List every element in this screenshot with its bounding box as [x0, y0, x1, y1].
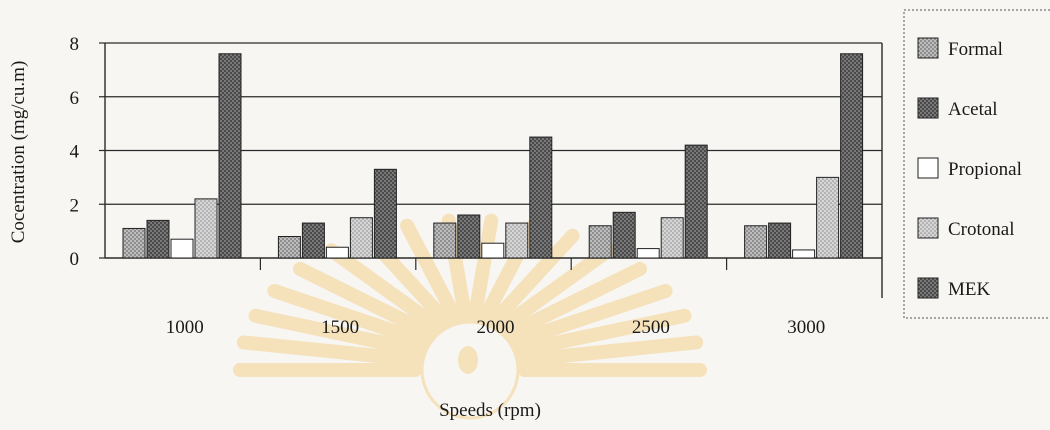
bar-mek-2500	[684, 144, 708, 259]
bar-propional-1500	[325, 246, 349, 259]
bar-formal-1500	[277, 236, 301, 259]
watermark-ray	[293, 261, 437, 340]
bar-propional-2500	[636, 248, 660, 259]
watermark-ray	[509, 284, 673, 349]
plot-area: 0 2 4 6 8 1000 1500 2000 2500 3000	[70, 34, 883, 338]
bar-acetal-2000	[457, 214, 481, 259]
x-tick-label: 1500	[321, 317, 359, 338]
y-tick-label: 0	[70, 249, 80, 270]
y-tick-label: 2	[70, 195, 80, 216]
x-tick-label: 2500	[632, 317, 670, 338]
bar-propional-1000	[170, 238, 194, 259]
bar-mek-2000	[529, 136, 553, 259]
bar-crotonal-1500	[349, 217, 373, 259]
watermark-circle	[420, 320, 520, 420]
legend-swatch-acetal	[917, 97, 939, 119]
y-tick-label: 4	[70, 142, 80, 163]
watermark-torch	[458, 346, 478, 374]
bar-acetal-1000	[146, 219, 170, 259]
y-tick-label: 8	[70, 34, 80, 55]
bar-mek-3000	[840, 53, 864, 259]
watermark-ray	[248, 308, 426, 358]
legend-label-formal: Formal	[948, 39, 1003, 60]
watermark-ray	[503, 261, 647, 340]
bar-crotonal-1000	[194, 198, 218, 259]
bar-acetal-3000	[768, 222, 792, 259]
x-tick-label: 2000	[477, 317, 515, 338]
bar-formal-1000	[122, 227, 146, 259]
bar-formal-2500	[588, 225, 612, 259]
watermark-ray	[514, 308, 692, 358]
legend-swatch-formal	[917, 37, 939, 59]
y-axis-label: Cocentration (mg/cu.m)	[8, 61, 29, 244]
watermark-ray	[400, 218, 462, 325]
x-tick-label: 3000	[787, 317, 825, 338]
watermark-rays	[233, 213, 707, 377]
watermark-emblem	[233, 213, 707, 420]
legend-label-acetal: Acetal	[948, 99, 998, 120]
bar-acetal-2500	[612, 211, 636, 259]
legend-swatch-crotonal	[917, 217, 939, 239]
bar-crotonal-3000	[816, 176, 840, 259]
watermark-ray	[267, 284, 431, 349]
watermark-ray	[496, 243, 616, 334]
x-tick-label: 1000	[166, 317, 204, 338]
legend-swatch-mek	[917, 277, 939, 299]
bar-crotonal-2500	[660, 217, 684, 259]
bar-acetal-1500	[301, 222, 325, 259]
legend: Formal Acetal Propional Crotonal MEK	[903, 9, 1050, 319]
bar-formal-2000	[433, 222, 457, 259]
legend-label-crotonal: Crotonal	[948, 219, 1015, 240]
bar-formal-3000	[744, 225, 768, 259]
legend-swatch-propional	[917, 157, 939, 179]
bar-mek-1500	[373, 168, 397, 259]
bar-crotonal-2000	[505, 222, 529, 259]
bar-propional-3000	[792, 249, 816, 259]
legend-label-mek: MEK	[948, 279, 991, 300]
x-axis-label: Speeds (rpm)	[439, 400, 541, 421]
watermark-ray	[517, 335, 704, 367]
bar-propional-2000	[481, 242, 505, 259]
watermark-ray	[487, 228, 580, 328]
y-tick-label: 6	[70, 88, 80, 109]
watermark-ray	[468, 213, 499, 323]
legend-label-propional: Propional	[948, 159, 1022, 180]
watermark-ray	[324, 243, 444, 334]
watermark-ray	[236, 335, 423, 367]
bar-mek-1000	[218, 53, 242, 259]
